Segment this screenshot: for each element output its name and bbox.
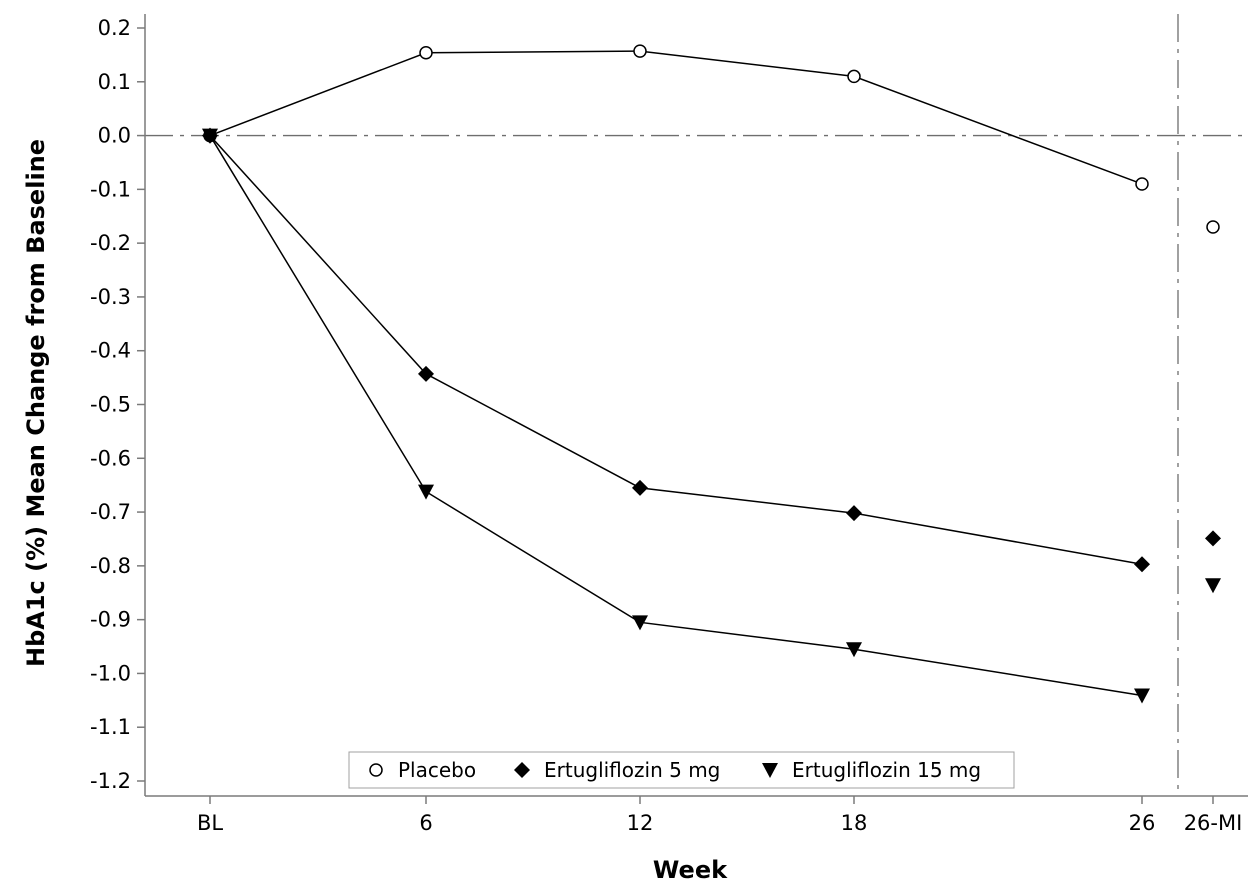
data-point [633, 44, 647, 58]
y-tick-label: -1.0 [90, 661, 131, 685]
legend-marker [369, 763, 383, 777]
data-point [1205, 578, 1221, 594]
x-tick-label: 26 [1129, 811, 1156, 835]
y-tick-label: -1.1 [90, 715, 131, 739]
data-point [632, 615, 648, 631]
y-tick-label: -0.2 [90, 231, 131, 255]
data-point [202, 128, 218, 144]
x-axis-title: Week [653, 856, 728, 880]
legend-label: Ertugliflozin 15 mg [792, 758, 981, 782]
series-line [209, 135, 1143, 565]
series-line [209, 50, 1143, 185]
data-point [846, 642, 862, 658]
y-tick-label: -0.8 [90, 554, 131, 578]
y-tick-label: -0.1 [90, 177, 131, 201]
legend-marker [762, 763, 778, 778]
y-tick-label: -0.9 [90, 608, 131, 632]
data-point [1135, 177, 1149, 191]
data-point [1134, 688, 1150, 704]
data-point [419, 45, 433, 60]
legend: Placebo Ertugliflozin 5 mg Ertugliflozin 1… [348, 751, 1015, 789]
y-tick-label: -0.6 [90, 446, 131, 470]
y-tick-label: 0.0 [98, 124, 131, 148]
series-2 [202, 128, 1221, 704]
x-tick-label: BL [197, 811, 223, 835]
series-line [209, 135, 1143, 697]
data-point [1206, 220, 1220, 234]
y-tick-label: -0.3 [90, 285, 131, 309]
y-axis-title: HbA1c (%) Mean Change from Baseline [22, 139, 50, 667]
data-point [846, 505, 862, 522]
y-tick-label: 0.1 [98, 70, 131, 94]
data-point [418, 484, 434, 500]
y-tick-label: 0.2 [98, 16, 131, 40]
y-tick-label: -0.4 [90, 339, 131, 363]
x-tick-label: 18 [841, 811, 868, 835]
legend-label: Placebo [398, 758, 476, 782]
y-tick-label: -0.5 [90, 393, 131, 417]
x-tick-label: 26-MI [1184, 811, 1243, 835]
series-0 [203, 44, 1220, 234]
data-point [632, 479, 648, 496]
legend-label: Ertugliflozin 5 mg [544, 758, 720, 782]
legend-box [348, 751, 1015, 789]
y-tick-label: -1.2 [90, 769, 131, 793]
data-point [1205, 530, 1221, 547]
y-tick-label: -0.7 [90, 500, 131, 524]
series-1 [202, 127, 1221, 573]
data-point [847, 69, 861, 84]
x-tick-label: 12 [627, 811, 654, 835]
data-point [418, 365, 434, 382]
legend-marker [514, 762, 530, 778]
data-point [1134, 556, 1150, 573]
x-tick-label: 6 [419, 811, 432, 835]
